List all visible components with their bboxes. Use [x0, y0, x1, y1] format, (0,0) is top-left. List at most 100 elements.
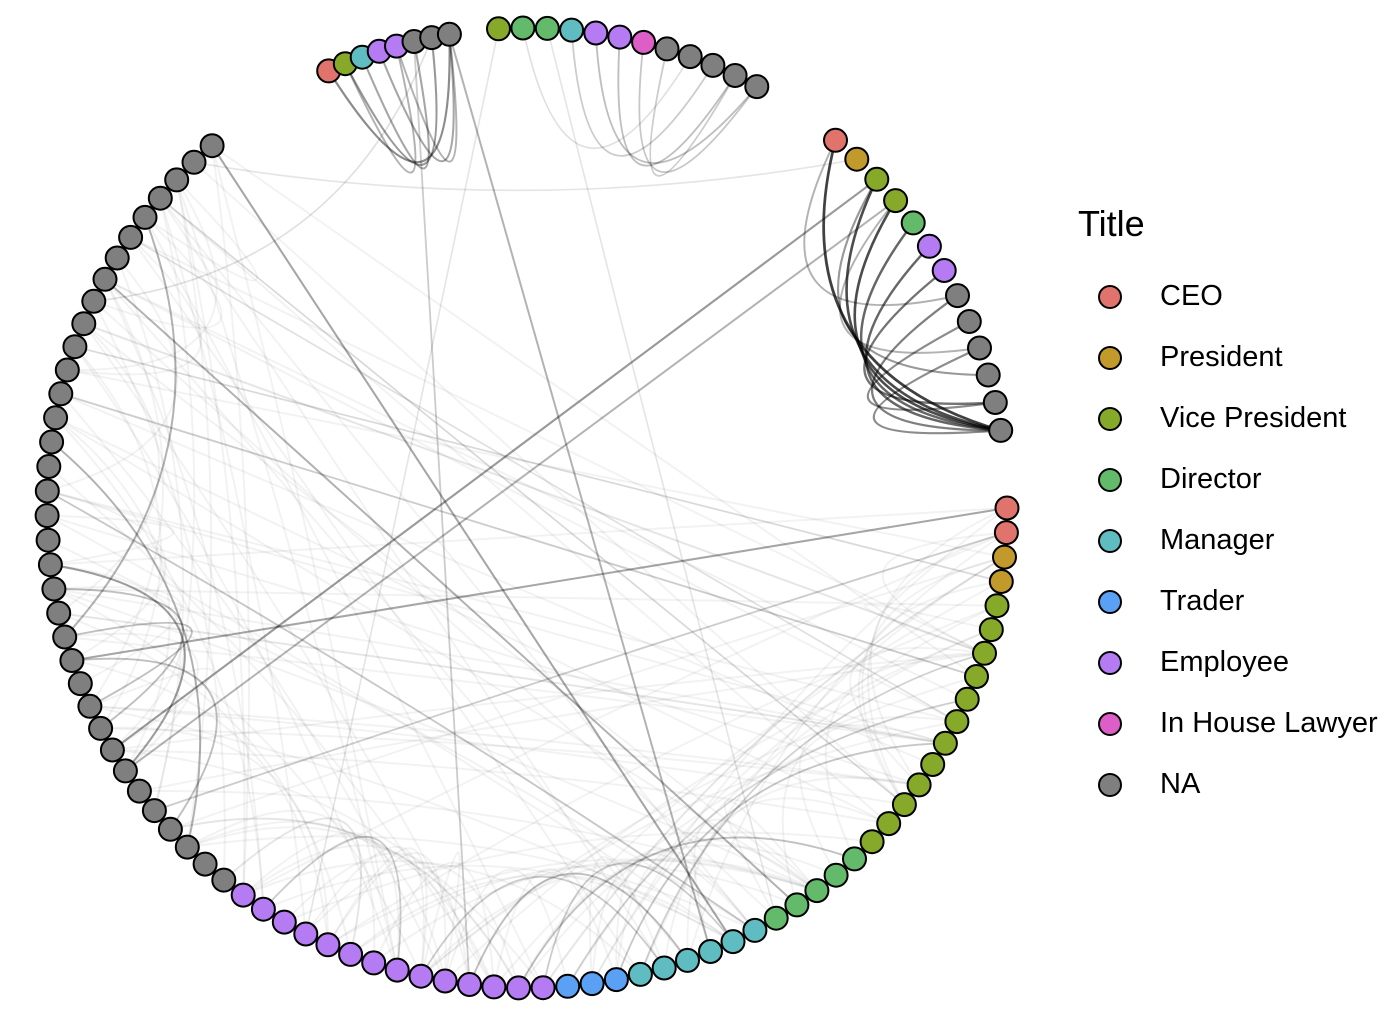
edge-faint [50, 563, 183, 751]
edge-faint [47, 514, 175, 566]
edge-faint [615, 838, 818, 980]
node-na [92, 266, 118, 292]
node-na [677, 44, 703, 70]
edge [262, 835, 402, 971]
legend-label-vice-president: Vice President [1160, 402, 1347, 434]
edge-faint [186, 820, 447, 982]
node-na [164, 167, 190, 193]
edge-faint [129, 236, 642, 975]
legend: Title CEO President Vice President Direc… [1078, 200, 1378, 815]
edge-faint [186, 809, 376, 963]
legend-swatch-ceo [1098, 284, 1122, 309]
edge-faint [104, 278, 265, 910]
edge [649, 48, 736, 177]
node-manager [742, 917, 768, 943]
edge-faint [517, 836, 855, 989]
edge [327, 34, 451, 164]
edge-faint [615, 848, 756, 980]
edge-faint [53, 588, 946, 745]
node-employee [506, 975, 531, 1001]
edge [615, 742, 946, 980]
legend-label-na: NA [1160, 768, 1201, 800]
edge-faint [283, 852, 471, 985]
edge-faint [186, 826, 495, 988]
edge-faint [159, 197, 890, 825]
edge-faint [54, 417, 265, 910]
edge-faint [89, 705, 920, 786]
edge-faint [50, 507, 1008, 566]
node-na [436, 21, 462, 47]
edge-faint [47, 257, 178, 492]
node-in-house-lawyer [631, 29, 657, 55]
node-manager [651, 955, 677, 981]
node-employee [293, 921, 319, 947]
edge-faint [542, 556, 1006, 989]
node-na [744, 74, 770, 100]
edge-faint [781, 716, 958, 906]
edge-faint [867, 507, 1008, 806]
node-na [52, 624, 78, 650]
node-director [763, 905, 789, 931]
node-na [157, 816, 183, 842]
edge-faint [48, 465, 495, 988]
node-vice-president [906, 772, 932, 798]
edge [378, 34, 455, 163]
node-na [88, 715, 114, 741]
edge [566, 698, 968, 987]
edge-faint [304, 846, 425, 977]
legend-label-ceo: CEO [1160, 280, 1223, 312]
edge-faint [153, 197, 196, 811]
edge-faint [89, 705, 734, 943]
edge-faint [53, 588, 422, 977]
edge-faint [83, 322, 818, 892]
legend-item-manager: Manager [1078, 510, 1378, 571]
edge-faint [83, 322, 985, 655]
legend-label-in-house-lawyer: In House Lawyer [1160, 707, 1378, 739]
node-trader [579, 971, 605, 997]
edge-faint [170, 817, 520, 989]
edge-faint [93, 300, 777, 919]
edge-faint [130, 236, 985, 655]
node-trader [603, 967, 629, 993]
edge-faint [242, 860, 642, 976]
node-na [71, 311, 97, 337]
node-employee [481, 974, 507, 1000]
edge-faint [420, 858, 818, 977]
node-director [784, 892, 810, 918]
node-manager [698, 939, 723, 964]
node-employee [408, 963, 434, 989]
edge [104, 278, 798, 906]
edge-faint [857, 580, 1002, 806]
edge-faint [242, 531, 1007, 896]
node-ceo [993, 520, 1019, 546]
legend-swatch-na [1098, 772, 1122, 797]
node-vice-president [944, 709, 970, 735]
legend-item-na: NA [1078, 754, 1378, 815]
edge-faint [64, 636, 946, 745]
edge [837, 178, 989, 377]
edge-faint [798, 724, 946, 876]
legend-swatch-trader [1098, 589, 1122, 614]
edge [468, 872, 689, 985]
edge-faint [92, 300, 226, 881]
node-na [77, 693, 103, 719]
edge-faint [159, 197, 666, 969]
edge [50, 563, 186, 772]
edge [542, 862, 734, 988]
node-na [99, 737, 125, 763]
edge-faint [863, 603, 992, 655]
edge-faint [492, 868, 618, 988]
edge-faint [663, 776, 920, 969]
node-ceo [994, 495, 1020, 521]
edge [864, 245, 1001, 432]
edge-faint [54, 417, 171, 772]
node-director [900, 210, 926, 236]
edge-faint [327, 852, 447, 982]
node-na [118, 224, 144, 250]
legend-items: CEO President Vice President Director Ma… [1078, 266, 1378, 815]
edge [71, 506, 1008, 662]
node-na [141, 798, 167, 824]
edge-faint [47, 490, 946, 745]
node-employee [230, 882, 256, 908]
edge-faint [89, 667, 214, 751]
